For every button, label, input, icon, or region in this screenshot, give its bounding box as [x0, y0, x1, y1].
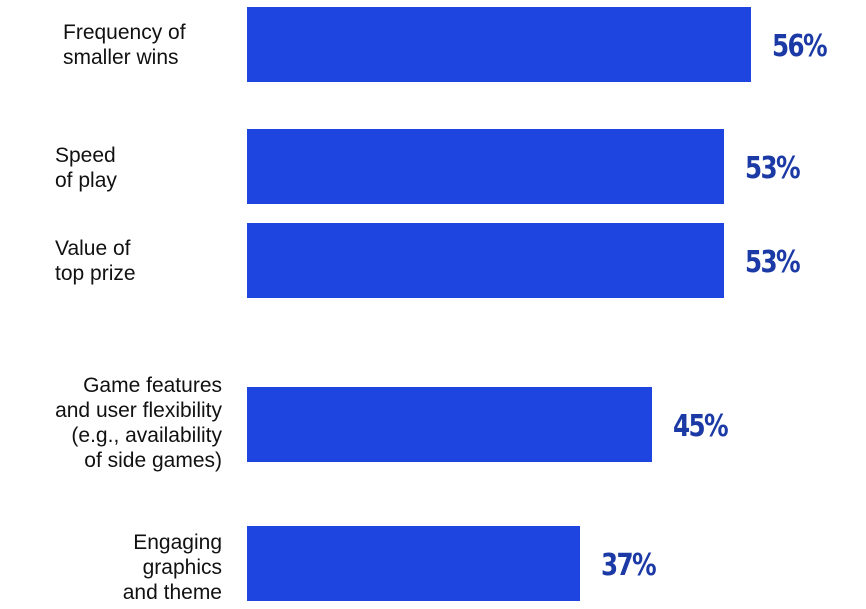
bar	[247, 7, 751, 82]
value-label: 56%	[772, 28, 828, 64]
value-label: 53%	[745, 244, 801, 280]
value-label: 45%	[673, 408, 729, 444]
bar	[247, 526, 580, 601]
bar	[247, 223, 724, 298]
category-label: Speed of play	[55, 144, 117, 192]
category-label: Value of top prize	[55, 237, 136, 285]
bar	[247, 129, 724, 204]
value-label: 37%	[601, 547, 657, 583]
bar	[247, 387, 652, 462]
value-label: 53%	[745, 150, 801, 186]
category-label: Frequency of smaller wins	[63, 21, 186, 69]
category-label: Game features and user flexibility (e.g.…	[55, 374, 222, 472]
category-label: Engaging graphics and theme	[122, 531, 222, 604]
